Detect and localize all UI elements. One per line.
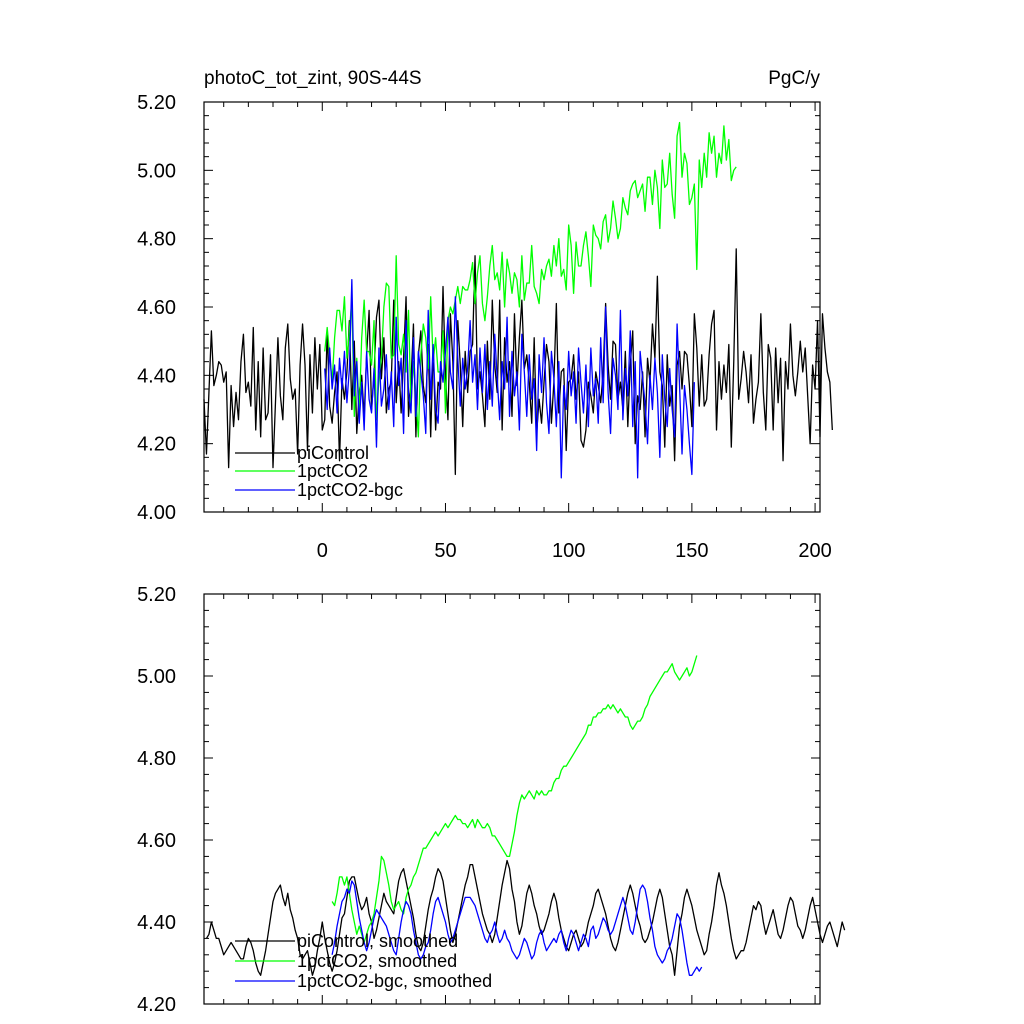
y-tick-label: 4.80 [137, 748, 176, 770]
plot-frame [203, 593, 821, 1005]
x-tick-label: 0 [317, 540, 328, 562]
y-tick-label: 5.20 [137, 92, 176, 114]
bottom-legend: piControl, smoothed 1pctCO2, smoothed 1p… [235, 931, 492, 991]
x-tick-label: 150 [675, 540, 708, 562]
legend-label-1pctco2-bgc: 1pctCO2-bgc [297, 480, 403, 500]
units-label: PgC/y [768, 68, 820, 89]
series-line-1pctco2-bgc [324, 279, 695, 479]
series-line-1pctco2-smoothed [331, 655, 698, 944]
legend-label-1pctco2-bgc-smoothed: 1pctCO2-bgc, smoothed [297, 971, 492, 991]
x-tick-label: 50 [434, 540, 456, 562]
y-tick-label: 4.20 [137, 994, 176, 1016]
series-line-1pctco2-bgc-smoothed [331, 880, 703, 976]
series-line-picontrol-smoothed [205, 859, 846, 976]
y-tick-label: 5.00 [137, 160, 176, 182]
y-tick-label: 4.20 [137, 434, 176, 456]
y-tick-label: 4.00 [137, 502, 176, 524]
y-tick-label: 5.00 [137, 666, 176, 688]
y-tick-label: 4.40 [137, 912, 176, 934]
y-tick-label: 4.40 [137, 365, 176, 387]
x-tick-label: 100 [552, 540, 585, 562]
top-panel: 4.00 4.20 4.40 4.60 4.80 5.00 5.20 0 50 100 150 200 [137, 92, 833, 562]
y-tick-label: 4.80 [137, 229, 176, 251]
legend-label-1pctco2-smoothed: 1pctCO2, smoothed [297, 951, 457, 971]
series-line-picontrol [203, 248, 833, 476]
series-line-1pctco2 [324, 121, 737, 438]
legend-label-picontrol: piControl [297, 443, 369, 463]
chart-title: photoC_tot_zint, 90S-44S [204, 68, 422, 89]
legend-label-1pctco2: 1pctCO2 [297, 461, 368, 481]
y-tick-label: 5.20 [137, 584, 176, 606]
y-tick-label: 4.60 [137, 830, 176, 852]
y-tick-label: 4.60 [137, 297, 176, 319]
bottom-panel: 4.20 4.40 4.60 4.80 5.00 5.20 [137, 584, 846, 1016]
top-legend: piControl 1pctCO2 1pctCO2-bgc [235, 443, 403, 500]
legend-label-picontrol-smoothed: piControl, smoothed [297, 931, 458, 951]
x-tick-label: 200 [798, 540, 831, 562]
